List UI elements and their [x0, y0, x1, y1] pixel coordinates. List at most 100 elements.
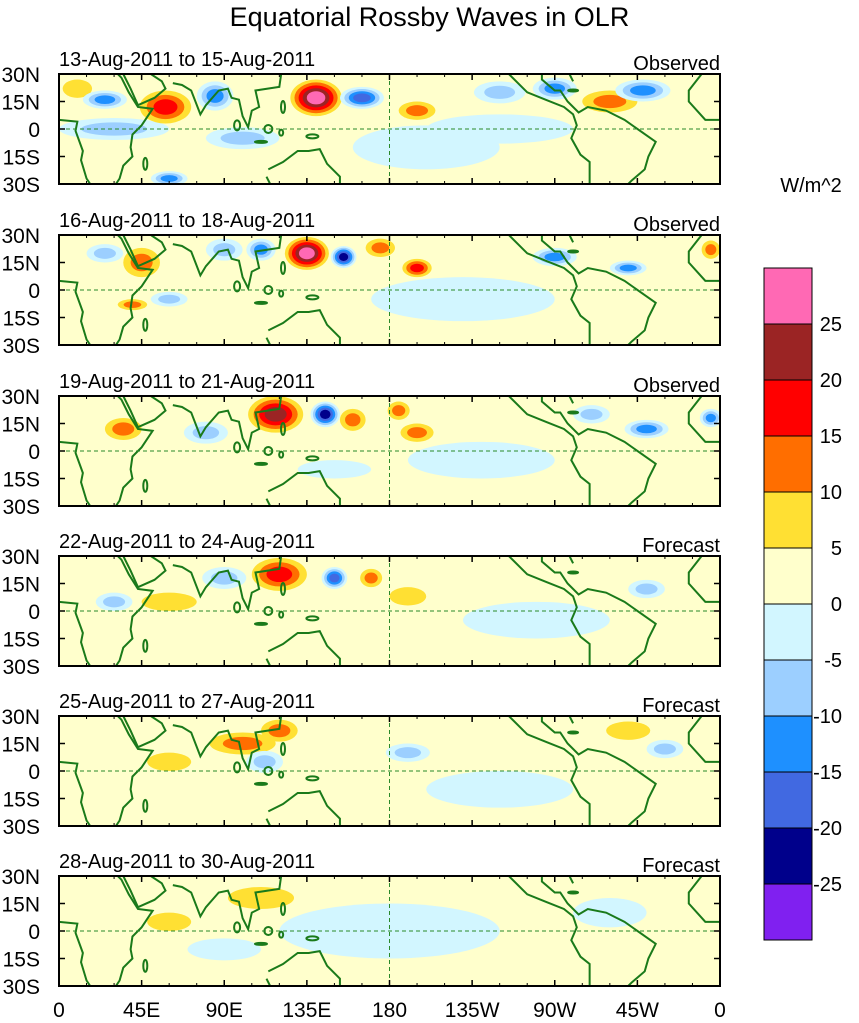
coastline — [172, 556, 283, 613]
map-panel: 30N 15N 0 15S 30S 16-Aug-2011 to 18-Aug-2011 O… — [1, 210, 721, 358]
anomaly-contour — [580, 408, 603, 420]
lat-label: 30S — [3, 816, 40, 839]
coastline — [508, 716, 591, 826]
anomaly-contour — [371, 277, 555, 322]
lat-label: 15S — [3, 308, 40, 331]
lat-label: 15S — [3, 469, 40, 492]
island-coastline — [305, 455, 320, 462]
anomaly-contour — [705, 244, 717, 256]
coastline — [687, 876, 720, 923]
coastline — [540, 876, 658, 986]
coastline — [115, 556, 155, 666]
coastline — [540, 74, 658, 184]
coastline — [687, 396, 720, 443]
coastline — [122, 235, 167, 268]
colorbar-label: 20 — [820, 370, 842, 392]
olr-field — [59, 716, 720, 826]
coastline — [59, 920, 92, 986]
colorbar-swatch — [763, 379, 813, 437]
island-coastline — [305, 615, 320, 622]
colorbar-label: -5 — [824, 650, 842, 672]
anomaly-contour — [160, 175, 178, 182]
coastline — [508, 876, 591, 986]
coastline — [59, 440, 92, 506]
island-coastline — [253, 139, 268, 144]
lat-label: 0 — [28, 119, 40, 142]
coastline — [687, 235, 720, 282]
lon-label: 45W — [616, 999, 659, 1022]
colorbar-label: 25 — [820, 314, 842, 336]
coastline — [540, 716, 658, 826]
colorbar-swatch — [763, 491, 813, 549]
coastline — [265, 818, 272, 826]
island-coastline — [567, 890, 580, 895]
island-coastline — [567, 410, 580, 415]
island-coastline — [280, 261, 287, 275]
coastline — [265, 978, 272, 986]
lat-label: 15S — [3, 949, 40, 972]
lat-label: 0 — [28, 761, 40, 784]
anomaly-contour — [636, 424, 657, 434]
island-coastline — [567, 249, 580, 254]
anomaly-contour — [407, 441, 555, 479]
anomaly-contour — [619, 264, 637, 272]
island-coastline — [278, 610, 285, 619]
colorbar-label: 15 — [820, 426, 842, 448]
colorbar-swatch — [763, 267, 813, 325]
island-coastline — [280, 422, 287, 436]
olr-field — [59, 396, 720, 506]
anomaly-contour — [426, 771, 574, 808]
anomaly-contour — [268, 724, 291, 738]
coastline — [115, 396, 155, 506]
coastline — [568, 716, 575, 724]
island-coastline — [142, 798, 149, 813]
anomaly-contour — [345, 413, 361, 427]
island-coastline — [305, 775, 320, 782]
coastline — [267, 148, 341, 184]
lon-label: 90E — [206, 999, 243, 1022]
lat-label: 15N — [1, 92, 40, 115]
panel-type: Forecast — [642, 855, 720, 877]
colorbar-swatch — [763, 435, 813, 493]
coastline — [540, 556, 658, 666]
island-coastline — [142, 317, 149, 332]
island-coastline — [280, 582, 287, 596]
lon-label: 0 — [53, 999, 65, 1022]
olr-field — [59, 74, 720, 184]
colorbar-swatch — [763, 715, 813, 773]
lat-label: 30N — [1, 706, 40, 729]
lat-label: 15N — [1, 414, 40, 437]
anomaly-contour — [306, 91, 326, 105]
colorbar-swatch — [763, 659, 813, 717]
anomaly-contour — [62, 79, 93, 98]
anomaly-contour — [410, 263, 424, 273]
coastline — [122, 74, 167, 107]
anomaly-contour — [147, 752, 192, 771]
coastline — [508, 74, 591, 184]
lat-label: 15N — [1, 734, 40, 757]
coastline — [122, 556, 167, 589]
coastline — [122, 716, 167, 749]
lon-label: 135E — [282, 999, 331, 1022]
panel-date: 22-Aug-2011 to 24-Aug-2011 — [59, 531, 315, 553]
coastline — [267, 309, 341, 345]
island-coastline — [253, 621, 268, 626]
coastline — [172, 396, 283, 453]
anomaly-contour — [573, 898, 647, 928]
coastline — [172, 235, 283, 292]
lat-label: 0 — [28, 441, 40, 464]
anomaly-contour — [462, 601, 610, 639]
coastline — [568, 235, 575, 243]
anomaly-contour — [298, 247, 315, 260]
island-coastline — [233, 921, 242, 934]
anomaly-contour — [187, 938, 261, 961]
island-coastline — [280, 902, 287, 916]
anomaly-contour — [653, 743, 676, 755]
anomaly-contour — [544, 252, 566, 262]
coastline — [540, 396, 658, 506]
island-coastline — [305, 294, 320, 301]
island-coastline — [142, 156, 149, 171]
lat-label: 15S — [3, 147, 40, 170]
lat-label: 30S — [3, 335, 40, 358]
